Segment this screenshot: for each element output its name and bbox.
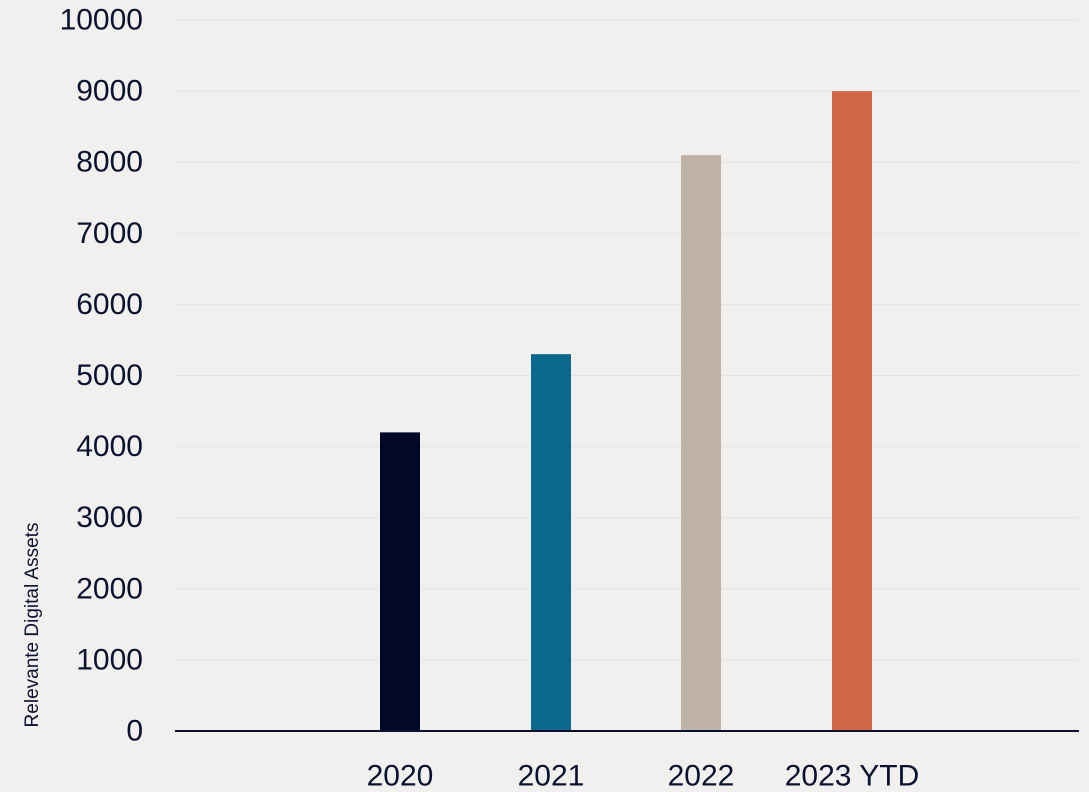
y-tick-label: 8000 <box>76 146 143 179</box>
y-axis-ticks: 0 1000 2000 3000 4000 5000 6000 7000 8000 9000 100… <box>60 4 143 748</box>
x-tick-label: 2021 <box>518 760 585 792</box>
y-tick-label: 3000 <box>76 501 143 534</box>
y-tick-label: 6000 <box>76 288 143 321</box>
gridlines <box>175 19 1079 661</box>
bars <box>380 91 872 732</box>
x-axis-ticks: 2020 2021 2022 2023 YTD <box>367 760 920 792</box>
bar-2020 <box>380 432 420 731</box>
x-tick-label: 2022 <box>668 760 735 792</box>
bar-2023-ytd <box>832 91 872 732</box>
y-tick-label: 1000 <box>76 643 143 676</box>
y-tick-label: 7000 <box>76 217 143 250</box>
y-tick-label: 5000 <box>76 359 143 392</box>
y-tick-label: 10000 <box>60 4 143 37</box>
y-tick-label: 4000 <box>76 430 143 463</box>
y-tick-label: 2000 <box>76 572 143 605</box>
bar-2021 <box>531 354 571 731</box>
x-tick-label: 2023 YTD <box>785 760 920 792</box>
y-axis-title: Relevante Digital Assets <box>22 523 43 728</box>
y-tick-label: 0 <box>126 715 143 748</box>
y-tick-label: 9000 <box>76 75 143 108</box>
x-tick-label: 2020 <box>367 760 434 792</box>
bar-2022 <box>681 155 721 732</box>
